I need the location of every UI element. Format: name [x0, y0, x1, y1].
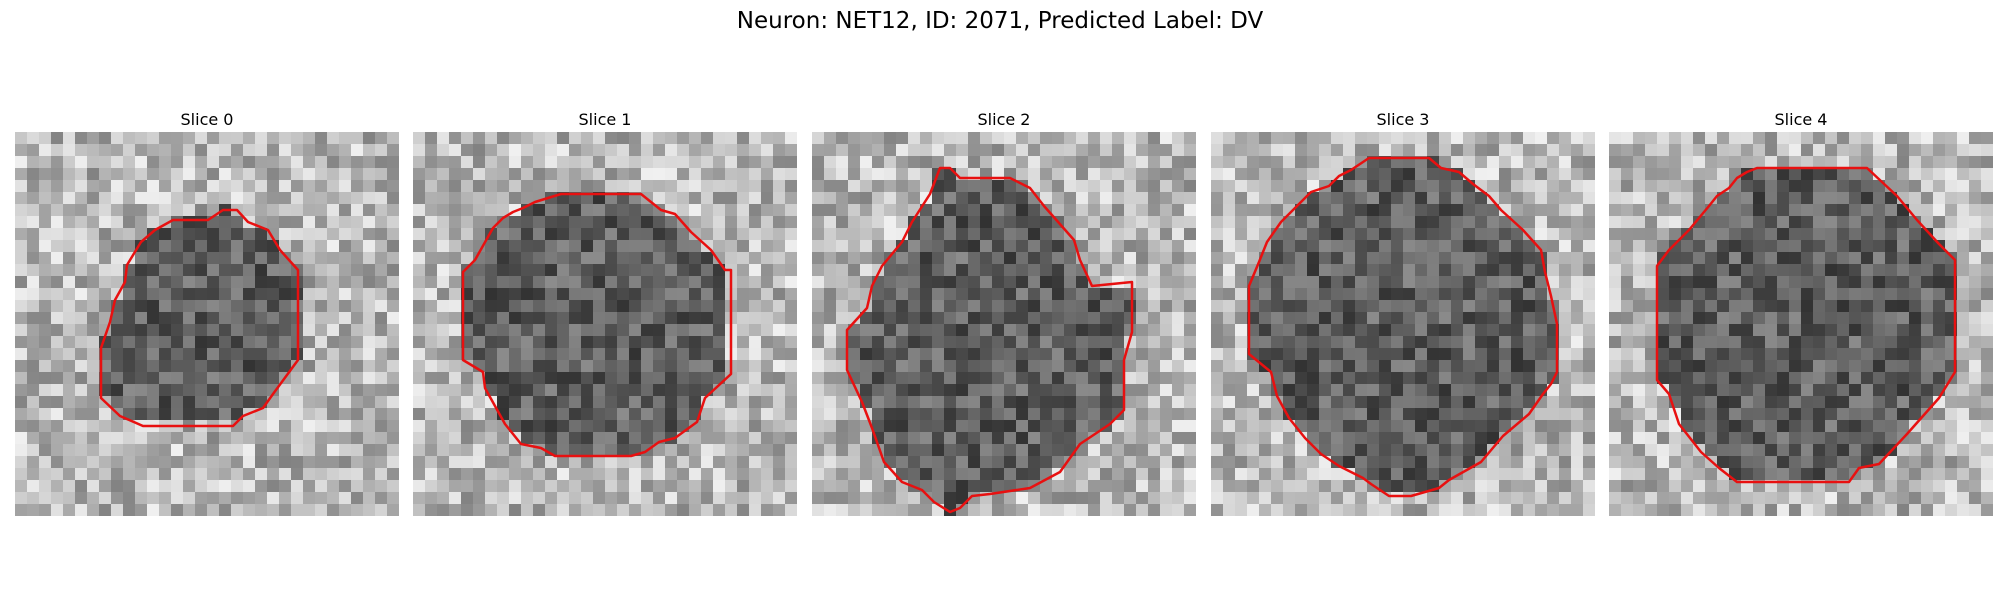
- slice-panel-3: Slice 3: [1211, 108, 1595, 516]
- slice-title: Slice 4: [1774, 110, 1828, 129]
- segmentation-contour: [99, 208, 300, 428]
- slice-image: [812, 132, 1196, 516]
- segmentation-contour: [1247, 156, 1559, 498]
- segmentation-contour: [461, 192, 733, 458]
- slice-image: [1609, 132, 1993, 516]
- slice-panel-4: Slice 4: [1609, 108, 1993, 516]
- slice-image: [1211, 132, 1595, 516]
- slice-image: [413, 132, 797, 516]
- slice-title: Slice 3: [1376, 110, 1430, 129]
- segmentation-contour: [1655, 166, 1957, 484]
- slice-image: [15, 132, 399, 516]
- slice-panel-1: Slice 1: [413, 108, 797, 516]
- slice-panel-2: Slice 2: [812, 108, 1196, 516]
- slice-title: Slice 1: [578, 110, 632, 129]
- slice-title: Slice 2: [977, 110, 1031, 129]
- slice-panel-0: Slice 0: [15, 108, 399, 516]
- slice-title: Slice 0: [180, 110, 234, 129]
- figure-title: Neuron: NET12, ID: 2071, Predicted Label…: [736, 8, 1264, 34]
- segmentation-contour: [845, 166, 1134, 514]
